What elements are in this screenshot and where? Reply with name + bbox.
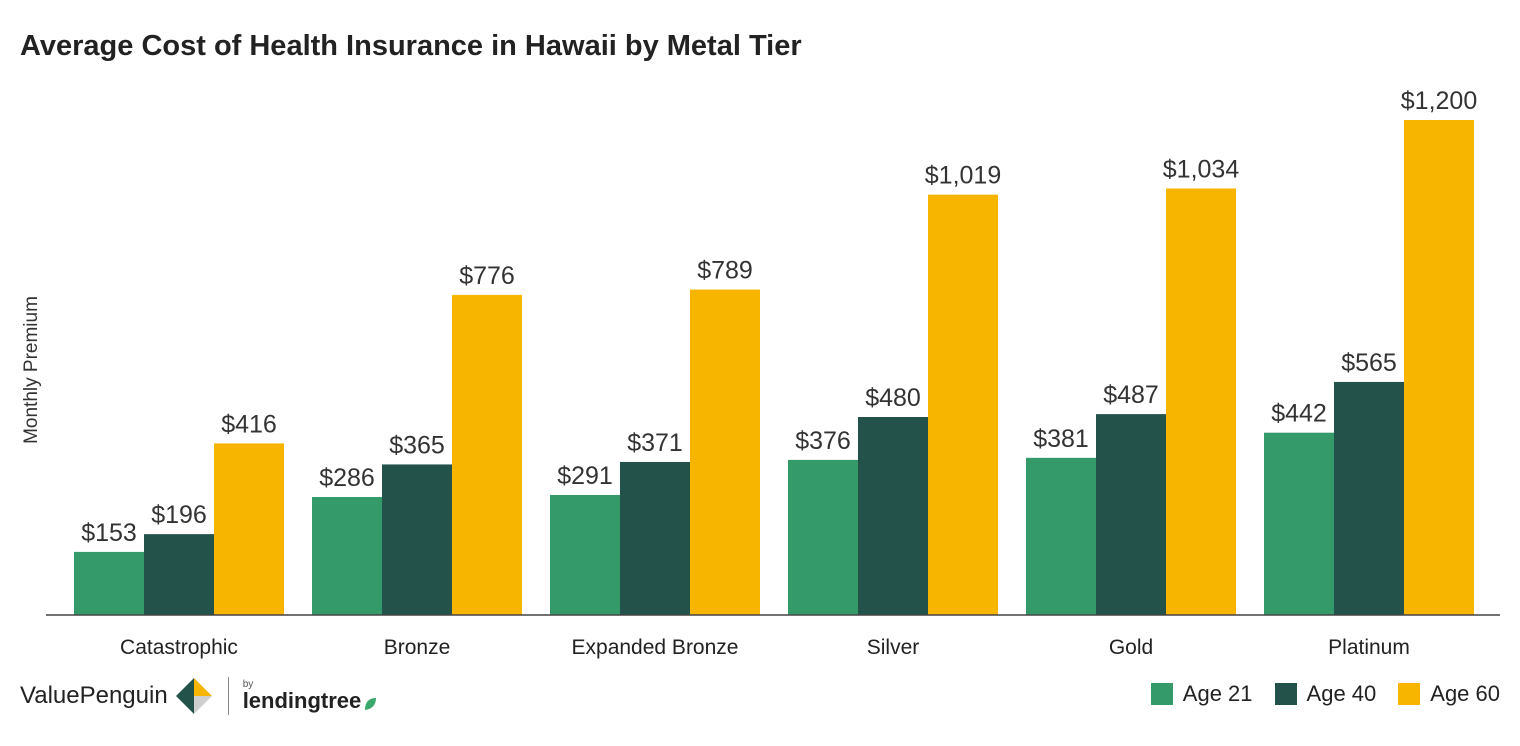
bar-catastrophic-age-21 xyxy=(74,551,144,615)
value-label-catastrophic-age-21: $153 xyxy=(81,519,137,547)
brand-logos: ValuePenguin by lendingtree xyxy=(20,676,377,716)
y-axis-label: Monthly Premium xyxy=(21,296,42,444)
value-label-expanded-bronze-age-40: $371 xyxy=(627,429,683,457)
bar-platinum-age-40 xyxy=(1334,381,1404,615)
category-labels-group: Catastrophic Bronze Expanded Bronze Silver G… xyxy=(120,636,1410,659)
value-label-platinum-age-40: $565 xyxy=(1341,349,1397,377)
bar-bronze-age-21 xyxy=(312,497,382,615)
value-label-gold-age-60: $1,034 xyxy=(1163,155,1240,183)
value-label-gold-age-21: $381 xyxy=(1033,425,1089,453)
value-label-bronze-age-40: $365 xyxy=(389,431,445,459)
category-label-expanded-bronze: Expanded Bronze xyxy=(572,636,739,659)
category-label-silver: Silver xyxy=(867,636,920,659)
value-label-silver-age-60: $1,019 xyxy=(925,162,1001,190)
bars-group xyxy=(74,120,1474,615)
legend-swatch-age-40 xyxy=(1274,683,1297,705)
value-label-bronze-age-60: $776 xyxy=(459,262,515,290)
category-label-bronze: Bronze xyxy=(384,636,451,659)
valuepenguin-logo: ValuePenguin xyxy=(20,676,214,716)
legend-label-age-21: Age 21 xyxy=(1182,681,1253,706)
valuepenguin-wordmark: ValuePenguin xyxy=(20,682,168,709)
value-label-bronze-age-21: $286 xyxy=(319,464,375,492)
value-label-catastrophic-age-40: $196 xyxy=(151,501,207,529)
category-label-catastrophic: Catastrophic xyxy=(120,636,238,659)
legend-label-age-60: Age 60 xyxy=(1430,681,1500,706)
legend-item-age-21: Age 21 xyxy=(1150,681,1253,707)
value-label-catastrophic-age-60: $416 xyxy=(221,410,277,438)
bar-gold-age-21 xyxy=(1026,457,1096,615)
legend: Age 21 Age 40 Age 60 xyxy=(1150,681,1500,707)
lendingtree-by: by xyxy=(242,679,254,690)
lendingtree-wordmark: lendingtree xyxy=(242,688,362,713)
value-label-expanded-bronze-age-21: $291 xyxy=(557,462,613,490)
bar-platinum-age-21 xyxy=(1264,432,1334,615)
brand-divider xyxy=(227,677,229,715)
bar-expanded-bronze-age-60 xyxy=(690,289,760,615)
leaf-icon xyxy=(365,698,377,710)
bar-expanded-bronze-age-40 xyxy=(620,461,690,615)
legend-swatch-age-21 xyxy=(1150,683,1173,705)
legend-item-age-60: Age 60 xyxy=(1398,681,1500,707)
bar-gold-age-60 xyxy=(1166,188,1236,615)
bar-silver-age-40 xyxy=(858,417,928,615)
value-label-gold-age-40: $487 xyxy=(1103,381,1159,409)
penguin-logo-icon xyxy=(175,678,212,714)
bar-silver-age-21 xyxy=(788,459,858,615)
bar-silver-age-60 xyxy=(928,194,998,615)
category-label-platinum: Platinum xyxy=(1328,636,1410,659)
lendingtree-logo: by lendingtree xyxy=(243,680,378,712)
bar-bronze-age-40 xyxy=(382,464,452,615)
value-label-expanded-bronze-age-60: $789 xyxy=(697,257,753,285)
value-label-silver-age-40: $480 xyxy=(865,384,921,412)
value-label-platinum-age-60: $1,200 xyxy=(1401,87,1477,115)
legend-item-age-40: Age 40 xyxy=(1274,681,1377,707)
value-labels-group: $153 $196 $416 $286 $365 $776 $291 $371 $789 $376… xyxy=(81,87,1477,547)
bar-platinum-age-60 xyxy=(1404,120,1474,615)
bar-catastrophic-age-60 xyxy=(214,443,284,615)
legend-swatch-age-60 xyxy=(1398,683,1421,705)
value-label-silver-age-21: $376 xyxy=(795,427,851,455)
category-label-gold: Gold xyxy=(1109,636,1153,659)
value-label-platinum-age-21: $442 xyxy=(1271,400,1327,428)
bar-expanded-bronze-age-21 xyxy=(550,494,620,615)
legend-label-age-40: Age 40 xyxy=(1306,681,1377,706)
bar-gold-age-40 xyxy=(1096,414,1166,615)
bar-catastrophic-age-40 xyxy=(144,534,214,615)
bar-bronze-age-60 xyxy=(452,294,522,615)
chart-title: Average Cost of Health Insurance in Hawa… xyxy=(20,30,802,62)
